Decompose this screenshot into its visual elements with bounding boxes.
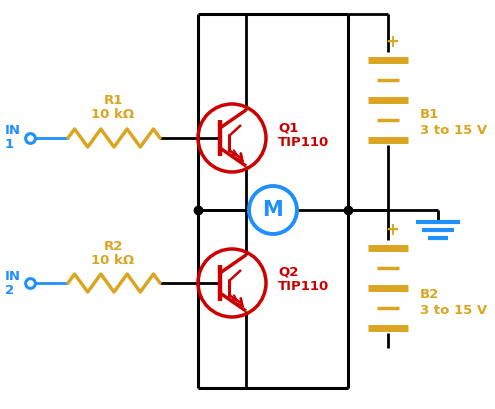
Text: IN: IN <box>5 270 21 283</box>
Text: Q1: Q1 <box>278 121 298 135</box>
Text: 3 to 15 V: 3 to 15 V <box>420 303 487 317</box>
Text: B2: B2 <box>420 288 439 301</box>
Text: M: M <box>263 200 283 220</box>
Text: B1: B1 <box>420 108 439 121</box>
Text: TIP110: TIP110 <box>278 281 329 294</box>
Text: 10 kΩ: 10 kΩ <box>92 108 135 121</box>
Text: R1: R1 <box>103 94 123 106</box>
Text: +: + <box>385 221 399 239</box>
Text: +: + <box>385 33 399 51</box>
Text: IN: IN <box>5 124 21 137</box>
Text: Q2: Q2 <box>278 265 298 279</box>
Text: 2: 2 <box>5 283 14 297</box>
Text: TIP110: TIP110 <box>278 137 329 150</box>
Text: 3 to 15 V: 3 to 15 V <box>420 124 487 137</box>
Text: 1: 1 <box>5 139 14 151</box>
Circle shape <box>249 186 297 234</box>
Text: R2: R2 <box>103 240 123 254</box>
Text: 10 kΩ: 10 kΩ <box>92 254 135 267</box>
